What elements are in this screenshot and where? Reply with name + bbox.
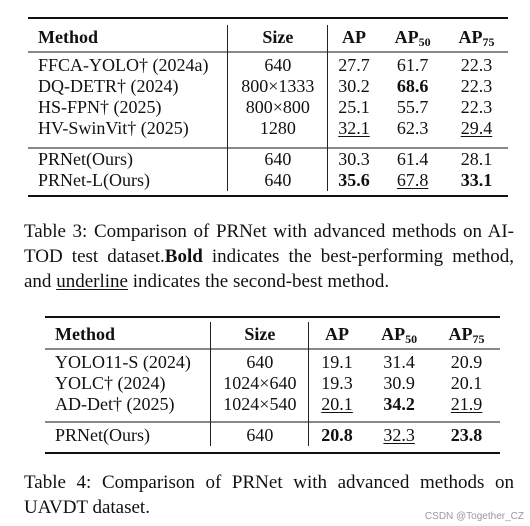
cell-ap75: 29.4 bbox=[460, 118, 493, 138]
col-header-method: Method bbox=[28, 25, 229, 49]
cell-ap50: 62.3 bbox=[396, 118, 429, 138]
cell-ap: 32.1 bbox=[338, 118, 370, 138]
col-header-ap: AP bbox=[325, 323, 350, 344]
col-header-ap50: AP50 bbox=[381, 323, 418, 346]
cell-ap50: 30.9 bbox=[383, 373, 415, 393]
col-header-ap75: AP75 bbox=[458, 26, 495, 49]
cell-ap75: 33.1 bbox=[460, 170, 493, 190]
cell-ap75: 23.8 bbox=[450, 425, 483, 445]
table-row: HV-SwinVit† (2025) 1280 32.1 62.3 29.4 bbox=[28, 118, 508, 143]
caption-underline-word: underline bbox=[56, 271, 128, 292]
table-row: DQ-DETR† (2024) 800×1333 30.2 68.6 22.3 bbox=[28, 76, 508, 97]
cell-size: 640 bbox=[210, 346, 310, 373]
cell-ap75: 22.3 bbox=[460, 76, 493, 96]
cell-size: 640 bbox=[210, 419, 310, 446]
table-row: AD-Det† (2025) 1024×540 20.1 34.2 21.9 bbox=[45, 394, 500, 419]
cell-ap: 30.2 bbox=[338, 76, 370, 96]
cell-method: PRNet(Ours) bbox=[28, 143, 229, 170]
cell-ap50: 31.4 bbox=[383, 352, 415, 372]
cell-ap75: 22.3 bbox=[460, 55, 493, 75]
table-4-caption: Table 4: Comparison of PRNet with advanc… bbox=[24, 470, 514, 520]
col-header-ap75: AP75 bbox=[448, 323, 485, 346]
cell-method: YOLC† (2024) bbox=[45, 373, 212, 394]
table-row: HS-FPN† (2025) 800×800 25.1 55.7 22.3 bbox=[28, 97, 508, 118]
cell-size: 640 bbox=[227, 49, 329, 76]
table-3-grid: Method Size AP AP50 AP75 FFCA-YOLO† (202… bbox=[28, 25, 508, 191]
cell-ap75: 21.9 bbox=[450, 394, 483, 414]
cell-ap50: 32.3 bbox=[383, 425, 415, 445]
cell-ap50: 61.7 bbox=[396, 55, 429, 75]
cell-ap50: 67.8 bbox=[396, 170, 429, 190]
table-4-grid: Method Size AP AP50 AP75 YOLO11-S (2024)… bbox=[45, 322, 500, 446]
cell-method: HS-FPN† (2025) bbox=[28, 97, 229, 118]
cell-ap: 25.1 bbox=[338, 97, 370, 117]
cell-ap50: 34.2 bbox=[383, 394, 415, 414]
table-row: PRNet(Ours) 640 20.8 32.3 23.8 bbox=[45, 419, 500, 446]
cell-ap: 20.8 bbox=[321, 425, 353, 445]
cell-ap50: 55.7 bbox=[396, 97, 429, 117]
cell-size: 1024×540 bbox=[210, 394, 310, 419]
cell-ap75: 28.1 bbox=[460, 149, 493, 169]
cell-method: PRNet-L(Ours) bbox=[28, 170, 229, 191]
cell-ap75: 20.1 bbox=[450, 373, 483, 393]
caption-text: Table 3: Comparison of PRNet with advanc… bbox=[24, 221, 514, 267]
table-row: PRNet(Ours) 640 30.3 61.4 28.1 bbox=[28, 143, 508, 170]
table-3-caption: Table 3: Comparison of PRNet with advanc… bbox=[24, 219, 514, 294]
col-header-size: Size bbox=[210, 322, 310, 346]
cell-ap: 30.3 bbox=[338, 149, 370, 169]
table-row: PRNet-L(Ours) 640 35.6 67.8 33.1 bbox=[28, 170, 508, 191]
cell-size: 640 bbox=[227, 143, 329, 170]
cell-method: PRNet(Ours) bbox=[45, 419, 212, 446]
table-row: FFCA-YOLO† (2024a) 640 27.7 61.7 22.3 bbox=[28, 49, 508, 76]
cell-size: 1024×640 bbox=[210, 373, 310, 394]
caption-bold-word: Bold bbox=[164, 246, 203, 267]
col-header-method: Method bbox=[45, 322, 212, 346]
cell-ap50: 68.6 bbox=[396, 76, 429, 96]
col-header-ap50: AP50 bbox=[394, 26, 431, 49]
col-header-size: Size bbox=[227, 25, 329, 49]
caption-text: indicates the second-best method. bbox=[127, 271, 390, 292]
cell-method: AD-Det† (2025) bbox=[45, 394, 212, 419]
caption-text: Table 4: Comparison of PRNet with advanc… bbox=[24, 472, 514, 518]
cell-method: HV-SwinVit† (2025) bbox=[28, 118, 229, 143]
cell-method: FFCA-YOLO† (2024a) bbox=[28, 49, 229, 76]
cell-ap: 27.7 bbox=[338, 55, 370, 75]
header-row: Method Size AP AP50 AP75 bbox=[28, 25, 508, 49]
cell-size: 800×1333 bbox=[227, 76, 329, 97]
cell-size: 800×800 bbox=[227, 97, 329, 118]
cell-ap: 20.1 bbox=[321, 394, 353, 414]
col-header-ap: AP bbox=[342, 26, 366, 47]
header-row: Method Size AP AP50 AP75 bbox=[45, 322, 500, 346]
caption-text: indicates the best-performing method, an… bbox=[24, 246, 515, 292]
watermark: CSDN @Together_CZ bbox=[424, 511, 524, 522]
cell-method: YOLO11-S (2024) bbox=[45, 346, 212, 373]
cell-ap: 35.6 bbox=[338, 170, 370, 190]
cell-method: DQ-DETR† (2024) bbox=[28, 76, 229, 97]
cell-ap75: 20.9 bbox=[450, 352, 483, 372]
cell-ap: 19.1 bbox=[321, 352, 353, 372]
cell-size: 1280 bbox=[227, 118, 329, 143]
cell-ap50: 61.4 bbox=[396, 149, 429, 169]
cell-ap75: 22.3 bbox=[460, 97, 493, 117]
table-row: YOLO11-S (2024) 640 19.1 31.4 20.9 bbox=[45, 346, 500, 373]
cell-size: 640 bbox=[227, 170, 329, 191]
cell-ap: 19.3 bbox=[321, 373, 353, 393]
table-row: YOLC† (2024) 1024×640 19.3 30.9 20.1 bbox=[45, 373, 500, 394]
